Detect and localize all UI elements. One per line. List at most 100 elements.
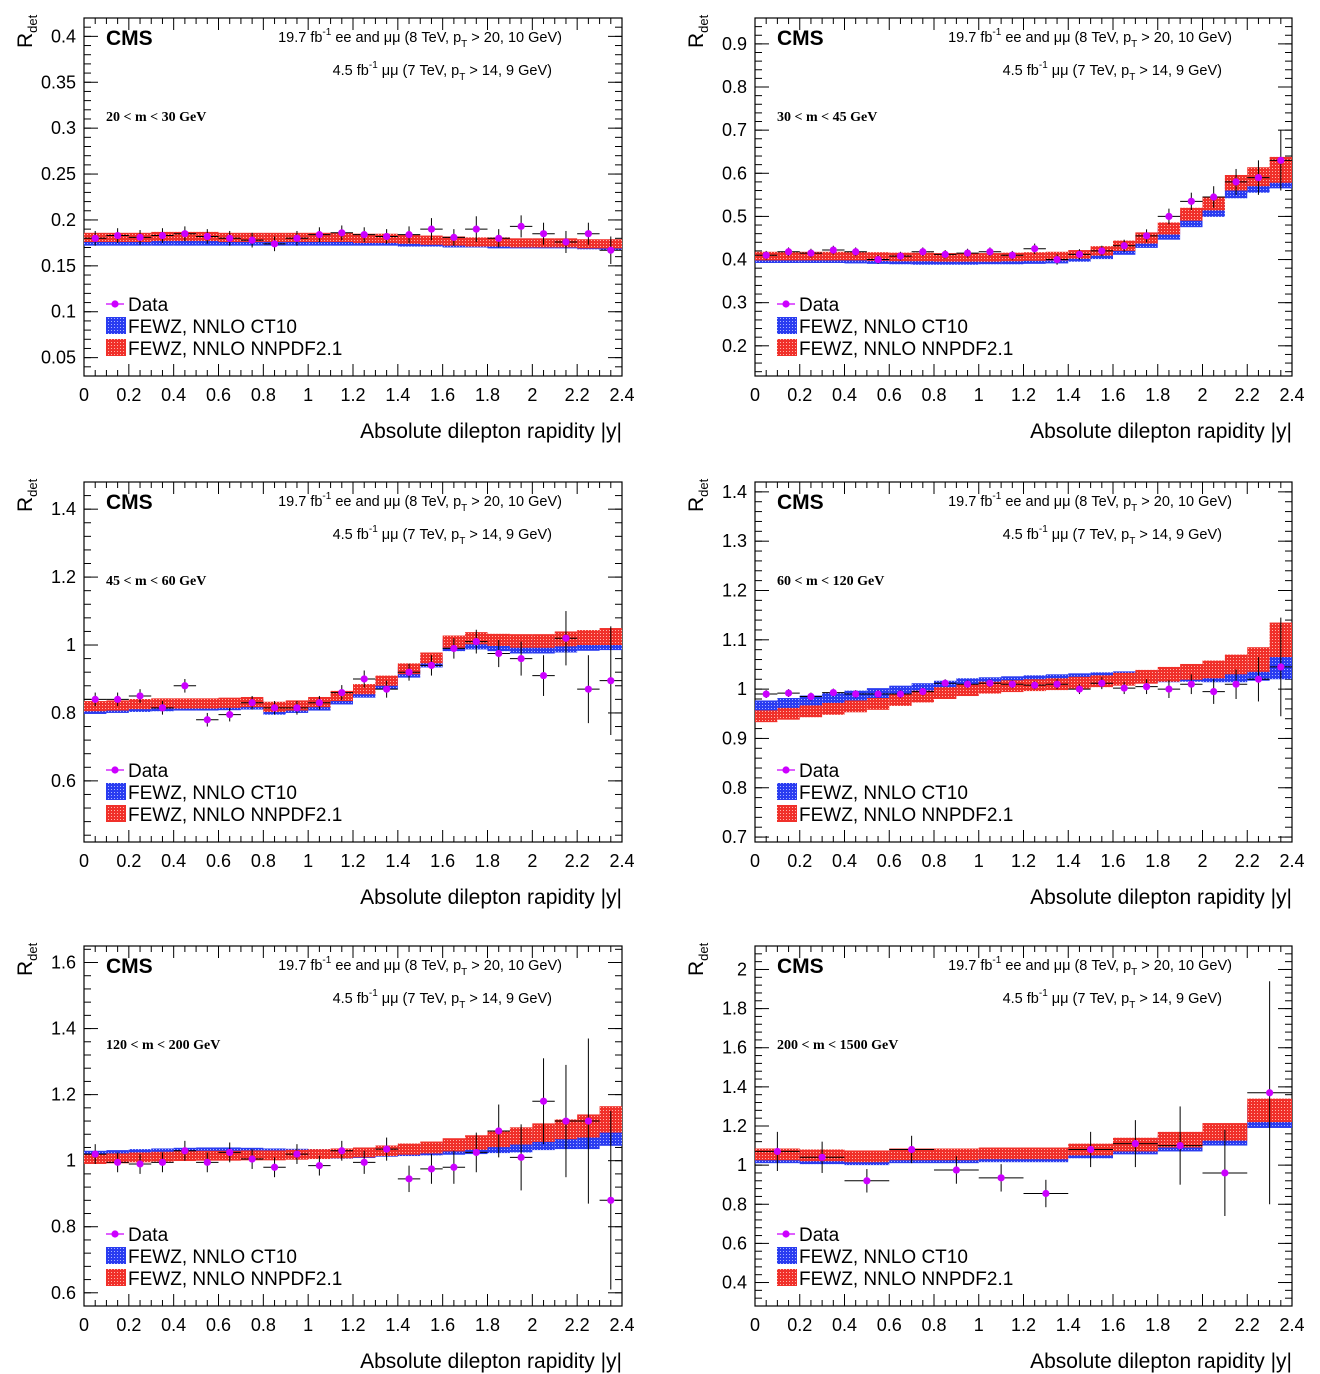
legend-data-marker — [782, 300, 789, 307]
y-axis-title-main: R — [14, 961, 37, 976]
data-marker — [361, 231, 368, 238]
data-marker — [92, 1150, 99, 1157]
y-axis-title: Rdet — [685, 478, 711, 512]
data-marker — [204, 1159, 211, 1166]
legend-ct10: FEWZ, NNLO CT10 — [106, 783, 297, 804]
data-point — [1158, 1106, 1203, 1184]
cms-label: CMS — [777, 955, 824, 978]
x-axis-title: Absolute dilepton rapidity |y| — [360, 886, 622, 909]
legend-ct10: FEWZ, NNLO CT10 — [106, 317, 297, 338]
data-marker — [1076, 686, 1083, 693]
data-marker — [428, 226, 435, 233]
x-tick-label: 0 — [79, 1315, 89, 1335]
data-marker — [1232, 178, 1239, 185]
x-tick-label: 0.4 — [832, 385, 857, 405]
data-marker — [852, 248, 859, 255]
legend: DataFEWZ, NNLO CT10FEWZ, NNLO NNPDF2.1 — [777, 1225, 1013, 1290]
chart-panel-2: 0 0.2 0.4 0.6 0.8 1 1.2 1.4 1.6 1.8 2 2.2 2.40.20.30… — [685, 14, 1305, 443]
data-marker — [785, 248, 792, 255]
legend-ct10-swatch — [106, 783, 126, 800]
data-marker — [204, 716, 211, 723]
legend: DataFEWZ, NNLO CT10FEWZ, NNLO NNPDF2.1 — [777, 761, 1013, 826]
data-point — [1024, 1180, 1069, 1207]
data-marker — [807, 693, 814, 700]
lumi-lumi_7tev: 4.5 fb-1 μμ (7 TeV, pT > 14, 9 GeV) — [333, 988, 552, 1011]
data-marker — [405, 669, 412, 676]
nnpdf-band — [755, 710, 777, 722]
data-marker — [114, 1159, 121, 1166]
data-marker — [540, 672, 547, 679]
y-tick-label: 0.35 — [41, 72, 76, 92]
data-point — [979, 1164, 1024, 1191]
data-point — [174, 679, 196, 693]
data-marker — [316, 699, 323, 706]
data-point — [420, 1154, 442, 1184]
data-marker — [562, 635, 569, 642]
nnpdf-band-series — [755, 157, 1292, 262]
data-point — [845, 1169, 890, 1192]
y-axis-title-sub: det — [696, 942, 711, 960]
nnpdf-band — [1158, 222, 1180, 234]
legend-data-label: Data — [128, 761, 169, 782]
lumi-lumi_8tev: 19.7 fb-1 ee and μμ (8 TeV, pT > 20, 10 … — [948, 27, 1232, 50]
y-axis-title-sub: det — [25, 942, 40, 960]
nnpdf-band — [510, 238, 532, 247]
data-marker — [1009, 681, 1016, 688]
y-axis-title-main: R — [685, 961, 708, 976]
data-point — [375, 1138, 397, 1161]
svg-text:Rdet: Rdet — [14, 14, 40, 48]
legend-ct10: FEWZ, NNLO CT10 — [777, 317, 968, 338]
y-axis-title-sub: det — [25, 478, 40, 496]
x-tick-label: 1.6 — [430, 851, 455, 871]
data-point — [800, 1142, 845, 1173]
x-tick-label: 0.4 — [832, 851, 857, 871]
nnpdf-band — [867, 698, 889, 710]
y-tick-label: 0.4 — [722, 250, 747, 270]
data-marker — [293, 704, 300, 711]
data-marker — [181, 1147, 188, 1154]
y-axis-title-sub: det — [696, 14, 711, 32]
y-tick-label: 1 — [737, 679, 747, 699]
data-marker — [1143, 683, 1150, 690]
x-tick-label: 0.4 — [161, 385, 186, 405]
legend-data: Data — [777, 761, 840, 782]
y-axis-title-sub: det — [25, 14, 40, 32]
lumi-lumi_8tev: 19.7 fb-1 ee and μμ (8 TeV, pT > 20, 10 … — [948, 955, 1232, 978]
data-marker — [383, 1146, 390, 1153]
legend-nnpdf-label: FEWZ, NNLO NNPDF2.1 — [799, 1269, 1013, 1290]
mass-range-label: 60 < m < 120 GeV — [777, 574, 884, 589]
x-axis-title: Absolute dilepton rapidity |y| — [1030, 886, 1292, 909]
y-tick-label: 1.4 — [722, 1077, 747, 1097]
data-point — [532, 655, 554, 696]
y-tick-label: 1.2 — [51, 567, 76, 587]
y-tick-label: 0.9 — [722, 34, 747, 54]
x-tick-label: 0.8 — [251, 385, 276, 405]
data-marker — [316, 231, 323, 238]
nnpdf-band-series — [755, 1099, 1292, 1163]
data-marker — [1031, 682, 1038, 689]
data-marker — [1009, 252, 1016, 259]
data-point — [577, 1038, 599, 1203]
data-marker — [293, 235, 300, 242]
data-marker — [1076, 251, 1083, 258]
legend-ct10-swatch — [777, 1247, 797, 1264]
y-tick-label: 1.4 — [51, 1019, 76, 1039]
data-point — [777, 689, 799, 697]
data-marker — [495, 1127, 502, 1134]
nnpdf-band-series — [84, 628, 622, 712]
legend-ct10-label: FEWZ, NNLO CT10 — [799, 1247, 968, 1268]
data-point — [555, 231, 577, 253]
data-marker — [1165, 213, 1172, 220]
y-axis-title: Rdet — [14, 942, 40, 976]
data-marker — [540, 1098, 547, 1105]
y-tick-label: 1.2 — [51, 1085, 76, 1105]
data-marker — [338, 229, 345, 236]
legend-data: Data — [106, 761, 169, 782]
legend-data-marker — [111, 300, 118, 307]
legend-ct10: FEWZ, NNLO CT10 — [106, 1247, 297, 1268]
x-tick-label: 0.6 — [877, 385, 902, 405]
data-marker — [1098, 680, 1105, 687]
chart-panel-3: 0 0.2 0.4 0.6 0.8 1 1.2 1.4 1.6 1.8 2 2.2 2.4 0.6 0.8 1… — [14, 478, 635, 909]
x-tick-label: 1.8 — [1145, 1315, 1170, 1335]
data-marker — [361, 1159, 368, 1166]
